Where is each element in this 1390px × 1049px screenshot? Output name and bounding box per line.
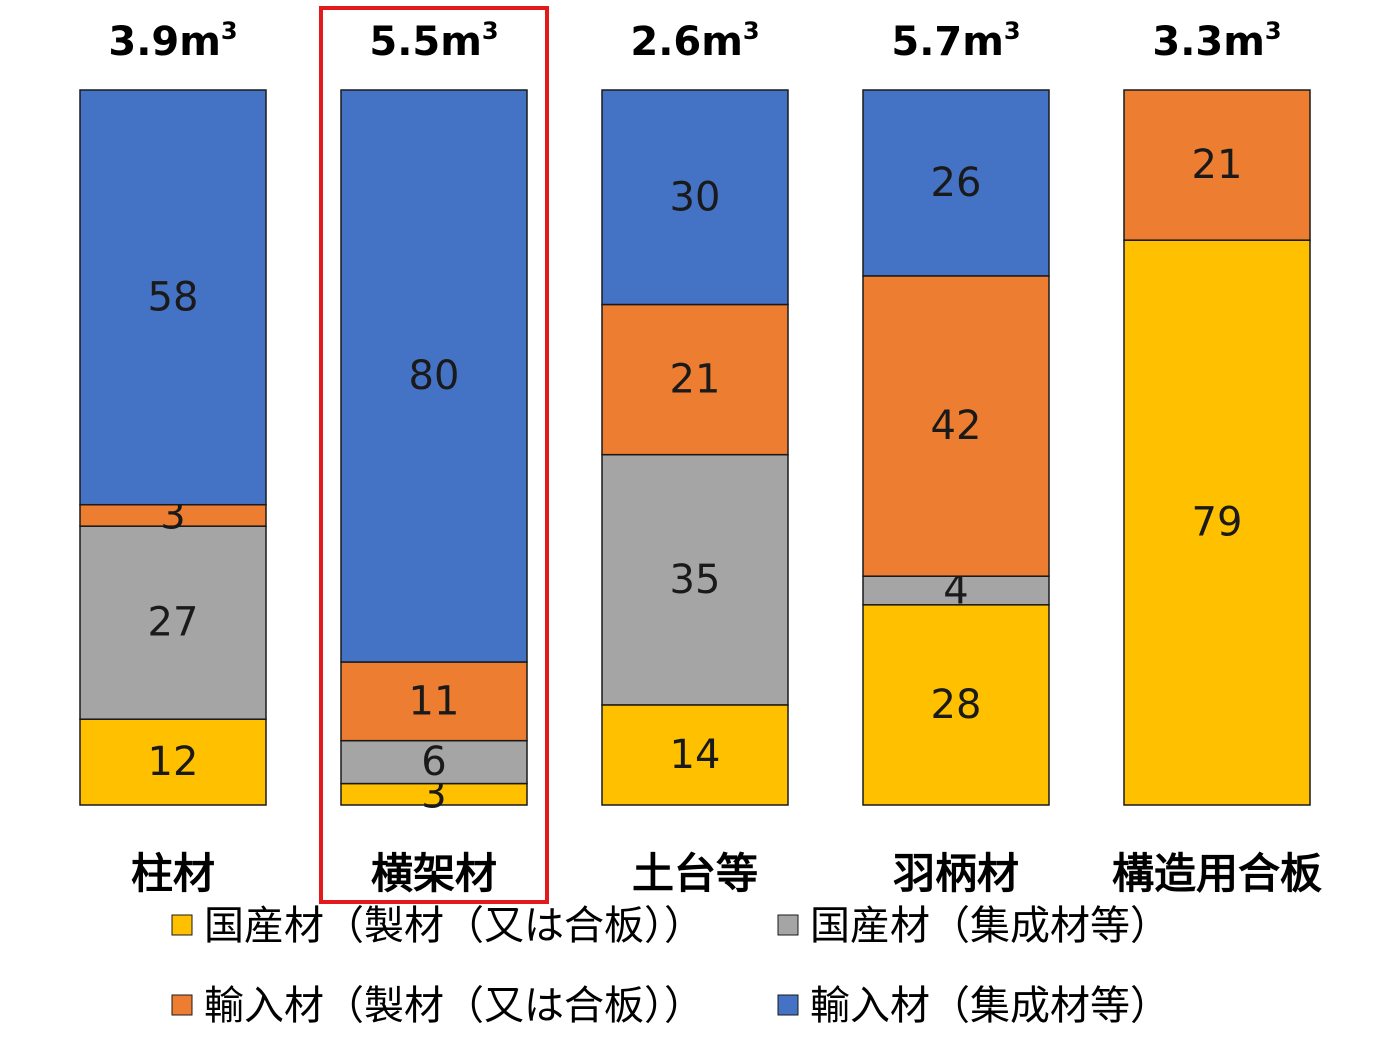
- bar-segment: [340, 661, 528, 742]
- data-label: 12: [148, 739, 199, 785]
- legend-swatch: [777, 994, 799, 1016]
- total-volume-label: 3.9m3: [108, 17, 237, 65]
- data-label: 30: [670, 174, 721, 220]
- bar-segment: [862, 604, 1050, 806]
- legend-swatch: [171, 914, 193, 936]
- bar-segment: [79, 718, 267, 806]
- legend-label: 国産材（集成材等）: [810, 903, 1170, 949]
- legend-swatch: [171, 994, 193, 1016]
- total-volume-label: 5.5m3: [369, 17, 498, 65]
- data-label: 27: [148, 600, 199, 646]
- total-volume-label: 3.3m3: [1152, 17, 1281, 65]
- data-label: 21: [1192, 142, 1243, 188]
- legend-label: 輸入材（集成材等）: [810, 983, 1170, 1029]
- data-label: 28: [931, 682, 982, 728]
- bar-segment: [79, 525, 267, 720]
- category-label: 羽柄材: [893, 849, 1019, 898]
- data-label: 6: [421, 739, 446, 785]
- data-label: 42: [931, 403, 982, 449]
- bar-segment: [1123, 239, 1311, 806]
- data-label: 14: [670, 732, 721, 778]
- data-label: 79: [1192, 500, 1243, 546]
- total-volume-label: 2.6m3: [630, 17, 759, 65]
- category-label: 横架材: [371, 849, 497, 898]
- category-label: 柱材: [131, 849, 215, 898]
- bar-segment: [601, 704, 789, 806]
- data-label: 11: [409, 678, 460, 724]
- bar-segment: [340, 89, 528, 663]
- legend-label: 輸入材（製材（又は合板））: [204, 983, 704, 1029]
- data-label: 80: [409, 353, 460, 399]
- bar-segment: [79, 89, 267, 506]
- data-label: 58: [148, 274, 199, 320]
- highlight-box: [319, 6, 549, 904]
- bar-segment: [862, 275, 1050, 577]
- data-label: 35: [670, 557, 721, 603]
- bar-segment: [601, 89, 789, 306]
- total-volume-label: 5.7m3: [891, 17, 1020, 65]
- bar-segment: [1123, 89, 1311, 241]
- category-label: 構造用合板: [1112, 849, 1322, 898]
- category-label: 土台等: [632, 849, 758, 898]
- data-label: 21: [670, 357, 721, 403]
- legend-label: 国産材（製材（又は合板））: [204, 903, 704, 949]
- bar-segment: [601, 453, 789, 706]
- bar-segment: [601, 303, 789, 456]
- data-label: 26: [931, 160, 982, 206]
- legend-swatch: [777, 914, 799, 936]
- bar-segment: [862, 89, 1050, 277]
